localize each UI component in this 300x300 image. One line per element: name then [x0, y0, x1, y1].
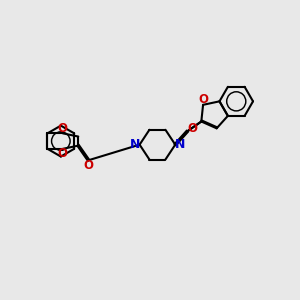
Text: N: N — [175, 138, 185, 151]
Text: O: O — [58, 147, 68, 160]
Text: N: N — [130, 138, 140, 151]
Text: O: O — [187, 122, 197, 135]
Text: O: O — [83, 159, 94, 172]
Text: O: O — [199, 93, 209, 106]
Text: O: O — [58, 122, 68, 135]
